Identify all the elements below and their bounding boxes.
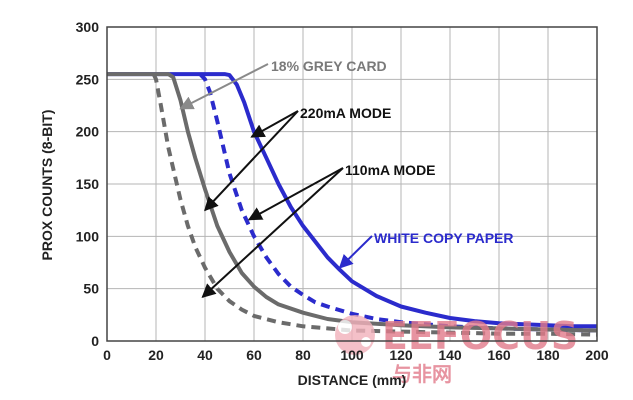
grey-card-arrow [179,63,269,110]
watermark-logo-text: EEFOCUS [382,314,578,358]
y-tick-labels: 0 50 100 150 200 250 300 [76,19,100,349]
y-axis-title: PROX COUNTS (8-BIT) [39,110,55,261]
series-line-grey-dashed [151,73,598,337]
x-tick-label: 60 [246,347,262,363]
white-paper-arrow [338,235,373,269]
y-tick-label: 50 [83,281,99,297]
annotation-220ma: 220mA MODE [300,105,391,121]
220ma-arrow-blue [250,110,299,138]
x-tick-label: 0 [103,347,111,363]
110ma-arrow-grey [201,167,344,298]
y-tick-label: 300 [76,19,100,35]
series-group [107,72,598,337]
y-tick-label: 0 [91,333,99,349]
annotation-arrows [179,63,373,298]
y-tick-label: 200 [76,124,100,140]
annotation-110ma: 110mA MODE [345,162,436,178]
220ma-arrow-grey [204,110,299,212]
x-tick-label: 140 [438,347,462,363]
y-tick-label: 250 [76,71,100,87]
x-tick-label: 20 [148,347,164,363]
x-tick-label: 80 [295,347,311,363]
annotation-grey-card: 18% GREY CARD [271,58,387,74]
series-line-grey-solid [107,72,598,333]
series-line-blue-solid [107,72,597,329]
x-tick-labels: 0 20 40 60 80 100 120 140 160 180 200 [103,347,609,363]
x-tick-label: 180 [536,347,560,363]
x-tick-label: 120 [389,347,413,363]
watermark: EEFOCUS 与非网 [335,314,578,386]
x-axis-title: DISTANCE (mm) [298,372,407,388]
annotation-white-paper: WHITE COPY PAPER [374,230,514,246]
y-tick-label: 100 [76,228,100,244]
x-tick-label: 100 [340,347,364,363]
110ma-arrow-blue [247,167,344,221]
x-tick-label: 200 [585,347,609,363]
series-line-blue-dashed [198,72,598,333]
plot-frame [106,26,598,342]
x-tick-label: 40 [197,347,213,363]
x-tick-label: 160 [487,347,511,363]
watermark-logo-icon [335,315,375,355]
watermark-sub-text: 与非网 [392,362,452,386]
y-tick-label: 150 [76,176,100,192]
